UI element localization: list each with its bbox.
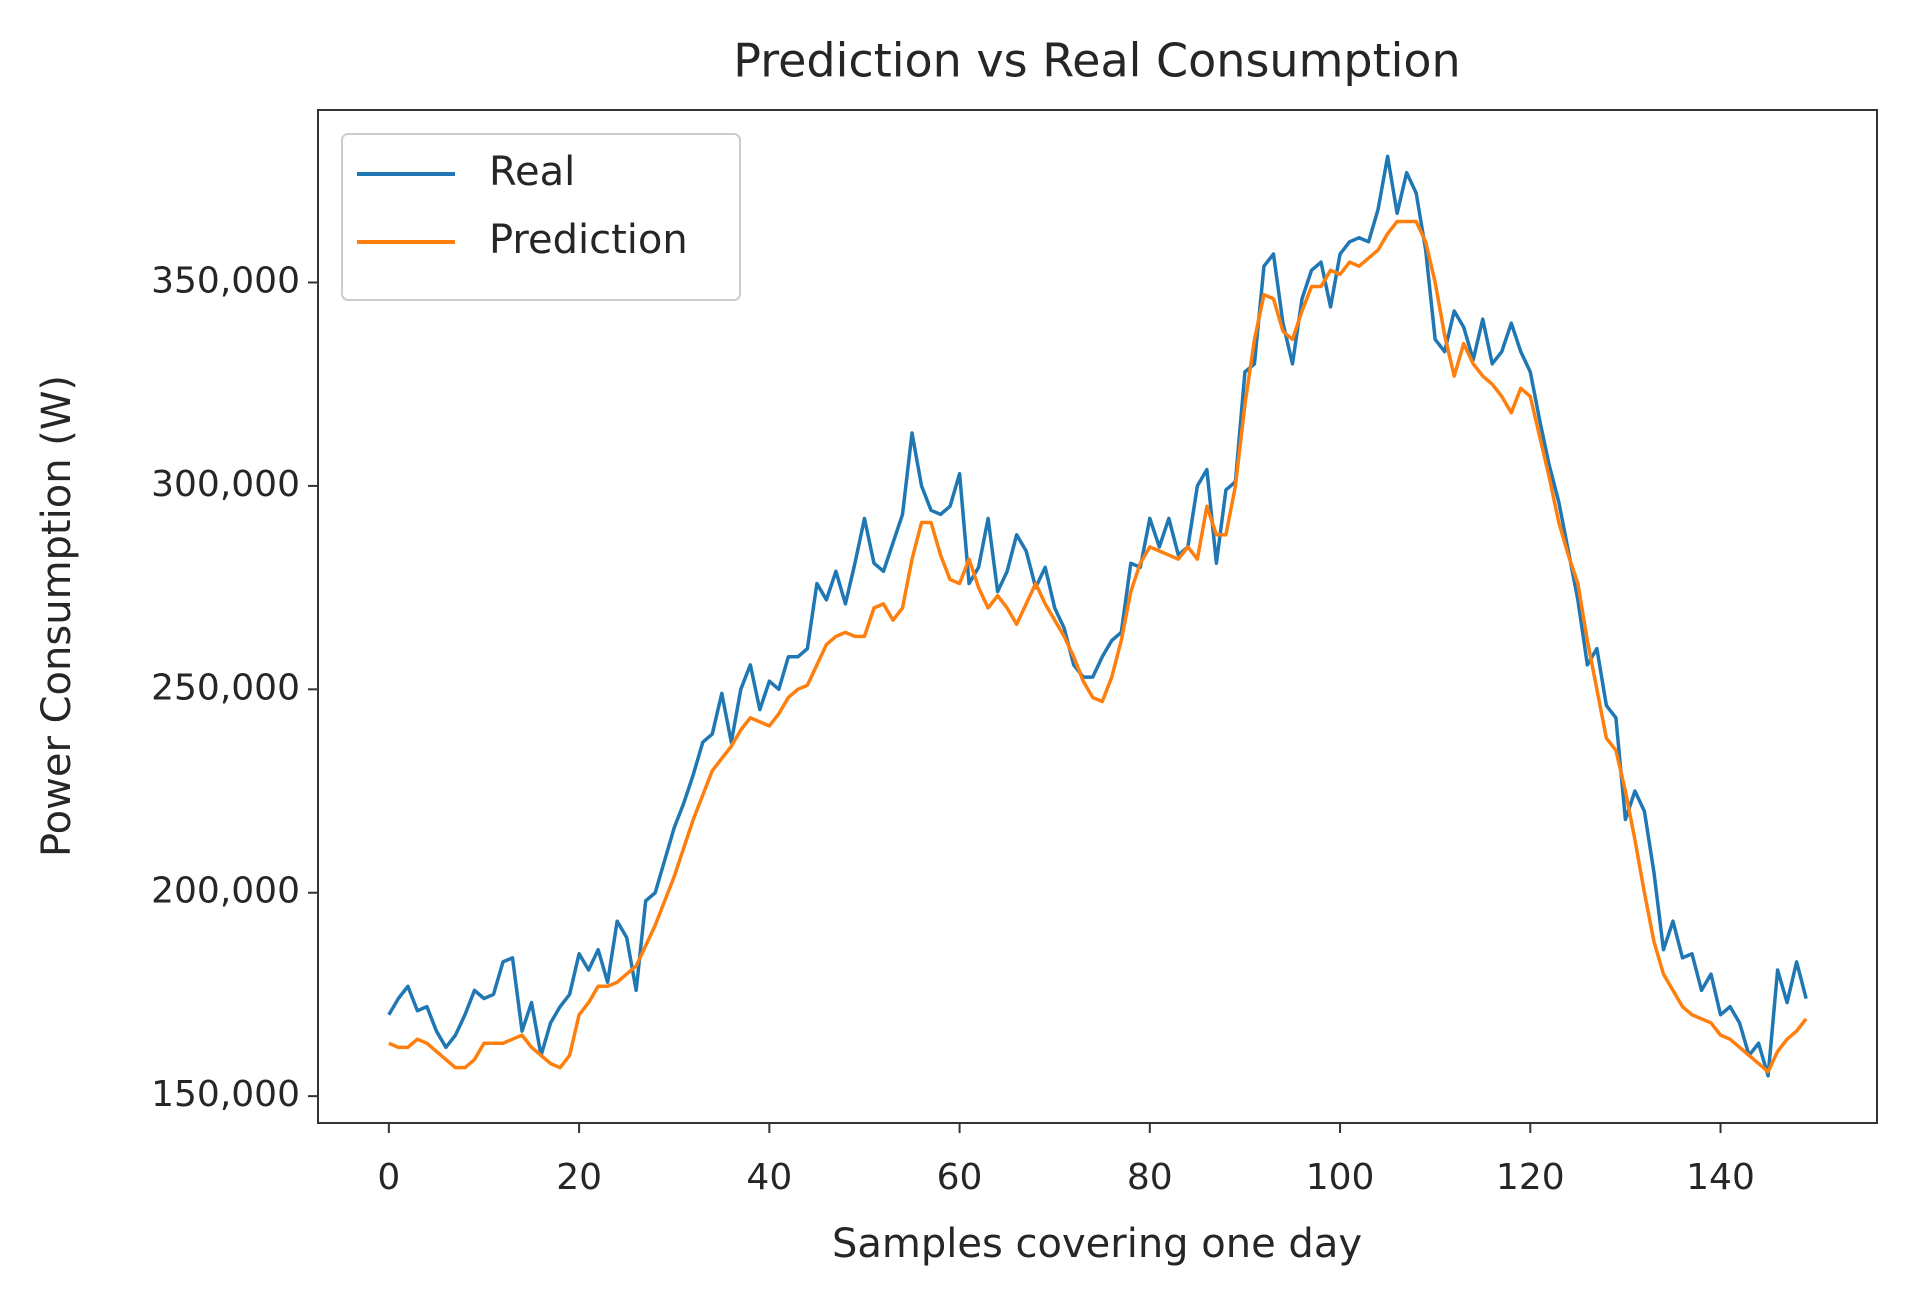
y-tick-label: 300,000 <box>151 464 300 505</box>
x-tick-label: 140 <box>1686 1157 1755 1198</box>
y-tick-label: 350,000 <box>151 260 300 301</box>
x-tick-label: 60 <box>937 1157 983 1198</box>
plot-frame <box>317 109 1878 1124</box>
x-tick-label: 80 <box>1127 1157 1173 1198</box>
chart-title: Prediction vs Real Consumption <box>733 34 1460 88</box>
x-tick-label: 0 <box>377 1157 400 1198</box>
data-line <box>388 219 1808 1074</box>
x-tick-label: 100 <box>1306 1157 1375 1198</box>
x-tick-label: 40 <box>746 1157 792 1198</box>
legend-label: Prediction <box>489 217 688 263</box>
y-axis-label: Power Consumption (W) <box>34 375 80 857</box>
y-tick-label: 150,000 <box>151 1074 300 1115</box>
x-tick-label: 120 <box>1496 1157 1565 1198</box>
y-tick-label: 250,000 <box>151 667 300 708</box>
x-axis-label: Samples covering one day <box>832 1221 1362 1267</box>
legend-label: Real <box>489 149 575 195</box>
x-tick-label: 20 <box>556 1157 602 1198</box>
y-tick-label: 200,000 <box>151 871 300 912</box>
